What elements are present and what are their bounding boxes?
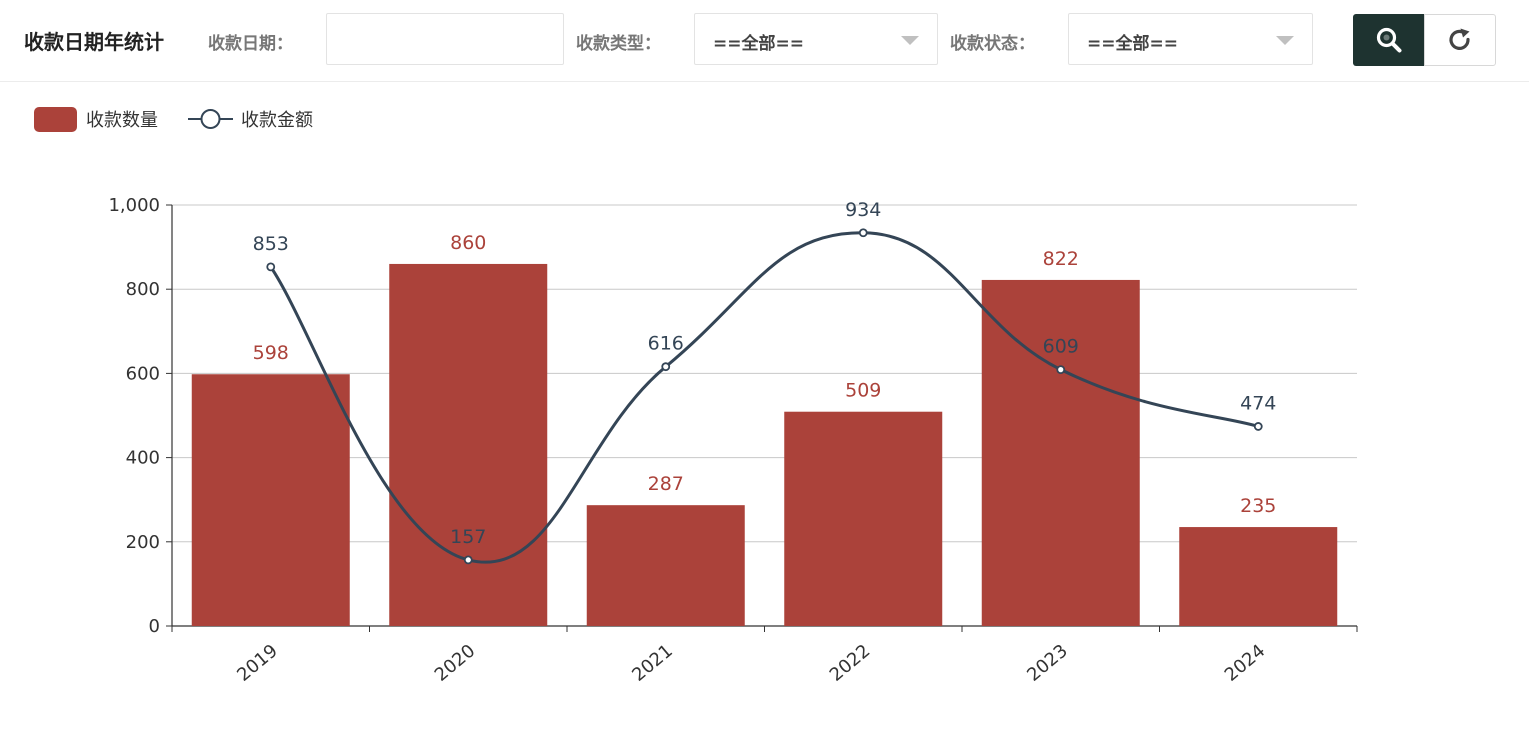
bar-data-label: 509: [845, 380, 881, 402]
line-data-label: 474: [1240, 392, 1276, 414]
line-series-swatch: [188, 109, 233, 129]
x-tick-label: 2023: [1023, 640, 1072, 686]
x-tick-label: 2022: [826, 640, 875, 686]
line-data-label: 157: [450, 526, 486, 548]
y-tick-label: 1,000: [108, 195, 160, 216]
y-tick-label: 600: [126, 363, 160, 384]
page-title: 收款日期年统计: [24, 30, 164, 54]
type-filter-label: 收款类型：: [576, 34, 661, 54]
line-data-label: 934: [845, 199, 881, 221]
line-point: [1056, 365, 1066, 375]
legend-item-bar[interactable]: 收款数量: [34, 106, 158, 132]
chevron-down-icon: [1276, 36, 1294, 45]
bar-series-swatch: [34, 106, 77, 132]
x-tick-label: 2019: [233, 640, 282, 686]
bar-data-label: 860: [450, 232, 486, 254]
y-tick-label: 800: [126, 279, 160, 300]
y-tick-label: 400: [126, 448, 160, 469]
date-input[interactable]: [327, 14, 563, 64]
filter-toolbar: 收款日期年统计 收款日期： 收款类型： ==全部== 收款状态： ==全部==: [0, 0, 1529, 82]
x-tick-label: 2021: [628, 640, 677, 686]
line-data-label: 609: [1043, 336, 1079, 358]
type-select-value: ==全部==: [713, 34, 804, 54]
bar: [191, 374, 350, 626]
bar-data-label: 598: [253, 342, 289, 364]
bar: [586, 505, 745, 626]
type-select[interactable]: ==全部==: [694, 13, 938, 65]
line-point: [661, 362, 671, 372]
status-filter-label: 收款状态：: [950, 34, 1035, 54]
line-data-label: 616: [648, 333, 684, 355]
bar-data-label: 235: [1240, 495, 1276, 517]
status-select[interactable]: ==全部==: [1068, 13, 1313, 65]
y-tick-label: 0: [149, 616, 160, 637]
line-point: [463, 555, 473, 565]
status-select-value: ==全部==: [1087, 34, 1178, 54]
y-tick-label: 200: [126, 532, 160, 553]
bar: [389, 263, 548, 626]
chevron-down-icon: [901, 36, 919, 45]
legend-item-line[interactable]: 收款金额: [188, 106, 313, 132]
line-point: [858, 228, 868, 238]
search-button[interactable]: [1353, 14, 1425, 66]
x-tick-label: 2020: [431, 640, 480, 686]
bar-data-label: 287: [648, 473, 684, 495]
date-filter-label: 收款日期：: [208, 34, 293, 54]
reset-button[interactable]: [1424, 14, 1496, 66]
bar: [1179, 527, 1338, 626]
bar-data-label: 822: [1043, 248, 1079, 270]
refresh-icon: [1449, 28, 1470, 50]
line-point: [1253, 422, 1263, 431]
legend-bar-label: 收款数量: [86, 110, 158, 131]
search-icon: [1376, 27, 1402, 53]
legend-line-label: 收款金额: [241, 110, 313, 131]
bar: [784, 411, 943, 626]
bar: [981, 279, 1140, 626]
line-data-label: 853: [253, 233, 289, 255]
x-tick-label: 2024: [1221, 640, 1270, 686]
date-field[interactable]: [326, 13, 564, 65]
line-point: [266, 262, 276, 272]
